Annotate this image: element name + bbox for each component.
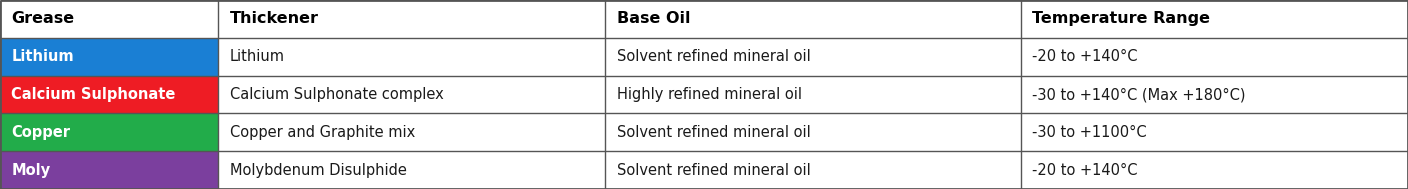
Bar bbox=[0, 38, 218, 76]
Text: Moly: Moly bbox=[11, 163, 51, 178]
Text: -20 to +140°C: -20 to +140°C bbox=[1032, 163, 1138, 178]
Bar bbox=[0, 38, 1408, 76]
Text: Thickener: Thickener bbox=[230, 11, 318, 26]
Text: Solvent refined mineral oil: Solvent refined mineral oil bbox=[617, 125, 811, 140]
Bar bbox=[0, 113, 1408, 151]
Text: Highly refined mineral oil: Highly refined mineral oil bbox=[617, 87, 801, 102]
Text: -30 to +140°C (Max +180°C): -30 to +140°C (Max +180°C) bbox=[1032, 87, 1246, 102]
Bar bbox=[0, 76, 1408, 113]
Text: Base Oil: Base Oil bbox=[617, 11, 690, 26]
Text: Calcium Sulphonate: Calcium Sulphonate bbox=[11, 87, 176, 102]
Bar bbox=[0, 76, 218, 113]
Text: Molybdenum Disulphide: Molybdenum Disulphide bbox=[230, 163, 407, 178]
Bar bbox=[0, 151, 218, 189]
Text: Temperature Range: Temperature Range bbox=[1032, 11, 1209, 26]
Text: Lithium: Lithium bbox=[11, 49, 73, 64]
Text: Copper and Graphite mix: Copper and Graphite mix bbox=[230, 125, 415, 140]
Text: -30 to +1100°C: -30 to +1100°C bbox=[1032, 125, 1146, 140]
Text: -20 to +140°C: -20 to +140°C bbox=[1032, 49, 1138, 64]
Bar bbox=[0, 113, 218, 151]
Text: Copper: Copper bbox=[11, 125, 70, 140]
Text: Solvent refined mineral oil: Solvent refined mineral oil bbox=[617, 163, 811, 178]
Text: Solvent refined mineral oil: Solvent refined mineral oil bbox=[617, 49, 811, 64]
Bar bbox=[0, 151, 1408, 189]
Text: Lithium: Lithium bbox=[230, 49, 284, 64]
Text: Grease: Grease bbox=[11, 11, 75, 26]
Text: Calcium Sulphonate complex: Calcium Sulphonate complex bbox=[230, 87, 444, 102]
Bar bbox=[0, 0, 1408, 38]
